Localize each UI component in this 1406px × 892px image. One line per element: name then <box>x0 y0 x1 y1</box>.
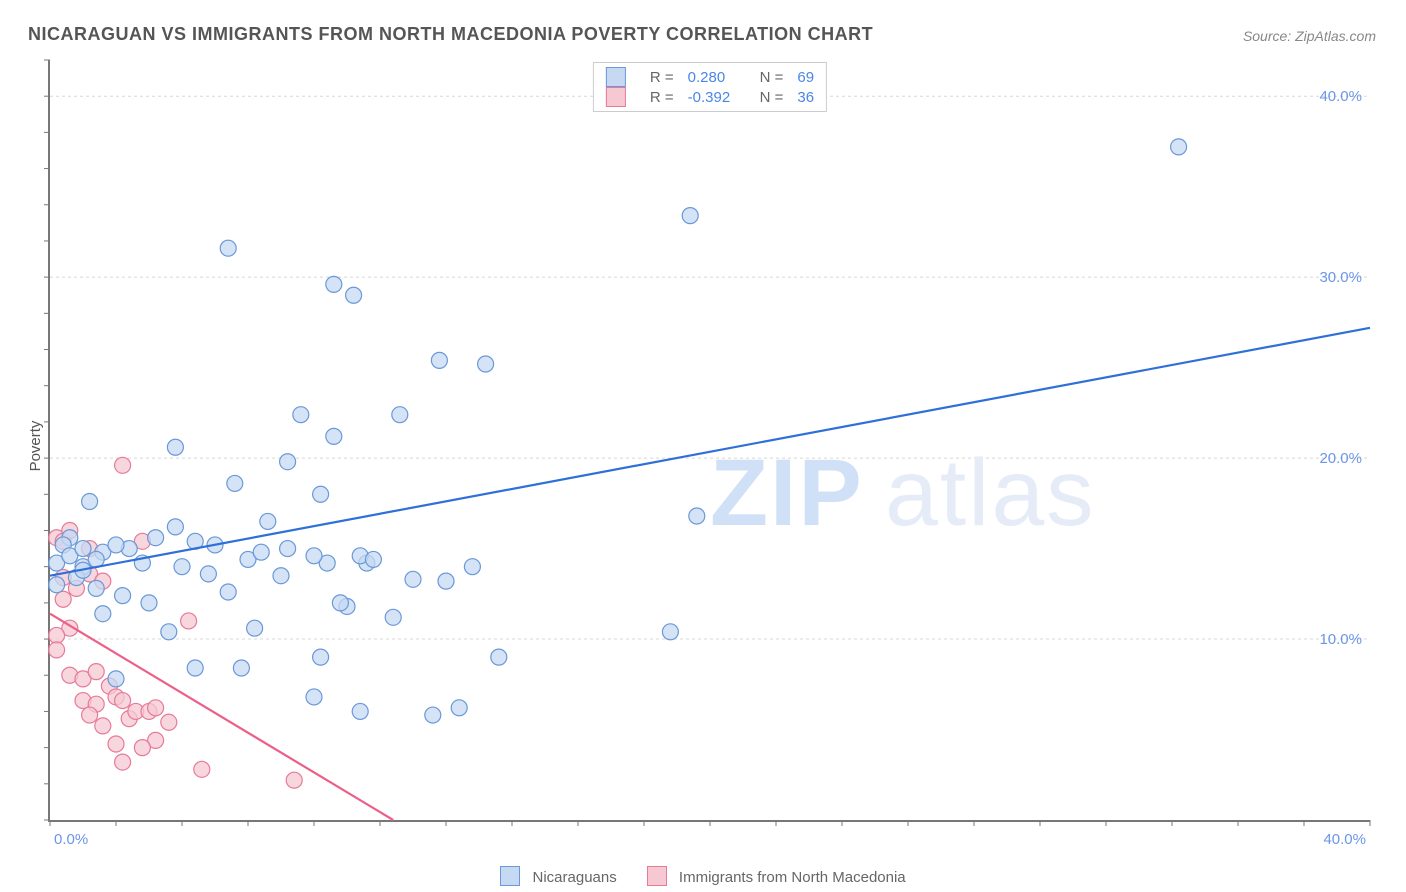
legend-item-b: Immigrants from North Macedonia <box>647 866 906 886</box>
legend-label-a: Nicaraguans <box>533 869 617 886</box>
svg-text:40.0%: 40.0% <box>1319 88 1362 105</box>
legend-item-a: Nicaraguans <box>500 866 616 886</box>
n-label-b: N = <box>760 89 784 106</box>
svg-text:10.0%: 10.0% <box>1319 631 1362 648</box>
n-value-a: 69 <box>797 69 814 86</box>
correlation-legend: R = 0.280 N = 69 R = -0.392 N = 36 <box>593 62 827 112</box>
source-attribution: Source: ZipAtlas.com <box>1243 28 1376 44</box>
r-label-a: R = <box>650 69 674 86</box>
swatch-b <box>606 87 626 107</box>
legend-row-a: R = 0.280 N = 69 <box>606 67 814 87</box>
r-value-b: -0.392 <box>688 89 738 106</box>
swatch-a <box>606 67 626 87</box>
n-value-b: 36 <box>797 89 814 106</box>
svg-text:30.0%: 30.0% <box>1319 269 1362 286</box>
swatch-b2 <box>647 866 667 886</box>
chart-title: NICARAGUAN VS IMMIGRANTS FROM NORTH MACE… <box>28 24 873 45</box>
legend-row-b: R = -0.392 N = 36 <box>606 87 814 107</box>
n-label-a: N = <box>760 69 784 86</box>
bottom-legend: Nicaraguans Immigrants from North Macedo… <box>0 866 1406 886</box>
y-axis-label: Poverty <box>27 421 44 472</box>
legend-label-b: Immigrants from North Macedonia <box>679 869 906 886</box>
svg-text:40.0%: 40.0% <box>1323 831 1366 848</box>
plot-svg: 10.0%20.0%30.0%40.0%0.0%40.0% <box>50 60 1370 820</box>
svg-text:20.0%: 20.0% <box>1319 450 1362 467</box>
r-value-a: 0.280 <box>688 69 738 86</box>
chart-canvas: NICARAGUAN VS IMMIGRANTS FROM NORTH MACE… <box>0 0 1406 892</box>
plot-area: 10.0%20.0%30.0%40.0%0.0%40.0% ZIP atlas … <box>48 60 1370 822</box>
svg-text:0.0%: 0.0% <box>54 831 88 848</box>
r-label-b: R = <box>650 89 674 106</box>
swatch-a2 <box>500 866 520 886</box>
